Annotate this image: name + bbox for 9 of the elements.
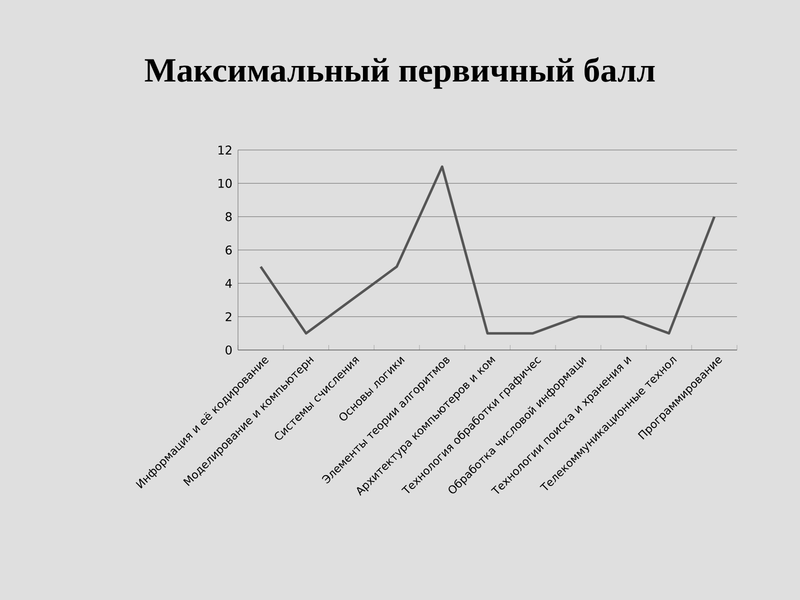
y-tick-label: 10 — [218, 178, 232, 188]
y-tick-label: 8 — [226, 212, 232, 222]
y-tick-label: 12 — [218, 146, 232, 154]
y-tick-label: 4 — [225, 278, 232, 288]
y-tick-label: 6 — [226, 245, 232, 255]
chart-title: Максимальный первичный балл — [144, 57, 655, 89]
line-series — [259, 165, 716, 335]
y-tick-label: 0 — [226, 345, 232, 355]
y-tick-label: 2 — [226, 312, 232, 322]
